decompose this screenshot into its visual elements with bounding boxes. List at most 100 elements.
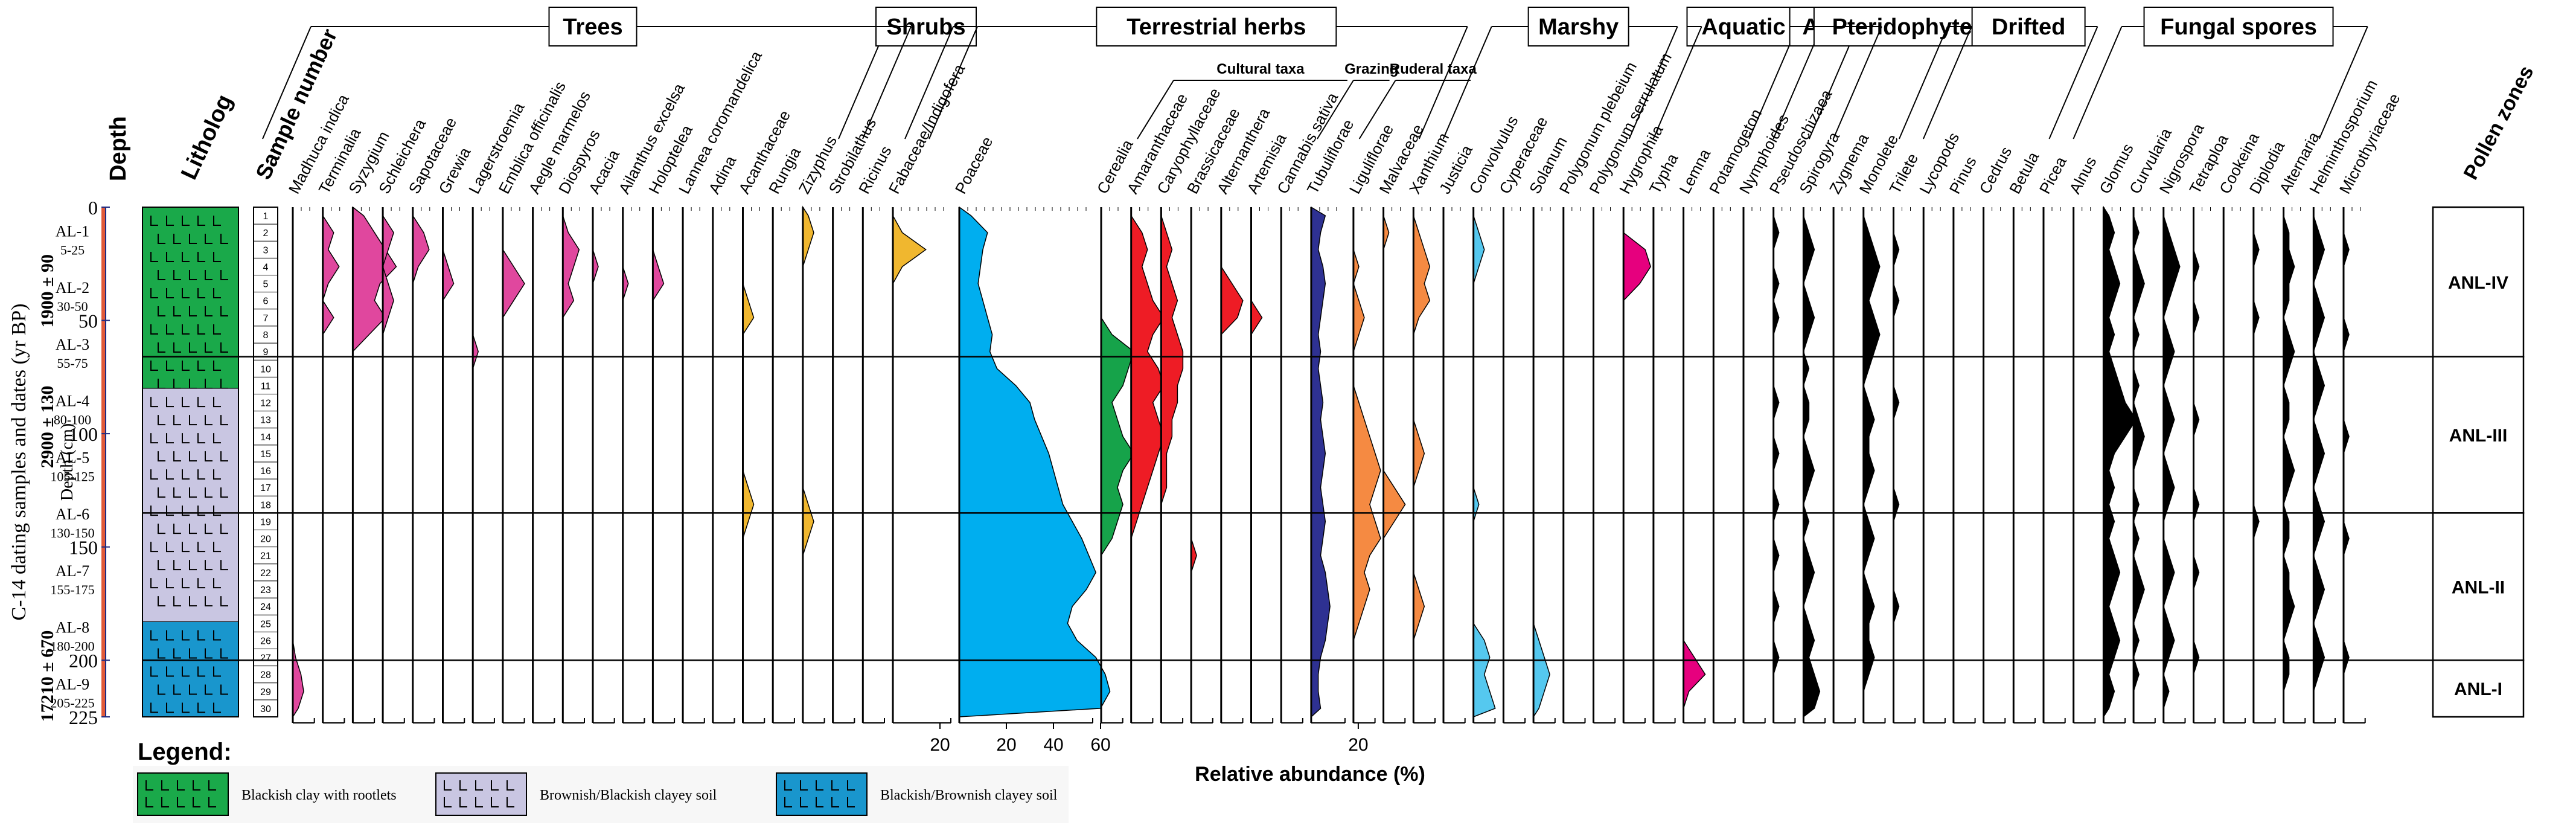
litholog-symbol [166, 630, 174, 641]
legend-symbol [800, 797, 808, 807]
litholog-symbol [197, 397, 205, 408]
zones-header: Pollen zones [2459, 62, 2539, 183]
curve-grewia [442, 207, 455, 717]
subgroup-label: Ruderal taxa [1390, 61, 1477, 77]
litholog-symbol [213, 288, 221, 298]
subgroup-label: Grazing [1344, 61, 1398, 77]
legend-symbol [145, 780, 153, 791]
curve-glomus [2103, 205, 2137, 719]
sample-number: 18 [260, 500, 271, 510]
sample-number: 25 [260, 619, 271, 629]
litholog-symbol [197, 252, 205, 262]
litholog-symbol [197, 630, 205, 641]
curve-sapotaceae [412, 207, 430, 717]
curve-convolvulus [1472, 207, 1496, 718]
litholog-symbol [189, 560, 197, 571]
sample-number: 5 [263, 280, 269, 290]
litholog-symbol [166, 666, 174, 677]
litholog-symbol [220, 648, 228, 659]
dating-sample-id: AL-4 [56, 393, 89, 410]
litholog-symbol [182, 216, 190, 226]
litholog-symbol [220, 270, 228, 280]
litholog-symbol [182, 397, 190, 408]
legend-label: Brownish/Blackish clayey soil [540, 788, 717, 803]
dating-sample-id: AL-8 [56, 619, 89, 637]
depth-tick-label: 0 [88, 197, 98, 219]
curve-acanthaceae [742, 207, 755, 717]
litholog-symbol [197, 361, 205, 371]
litholog-symbol [173, 684, 181, 695]
litholog-layer [142, 621, 239, 717]
litholog-symbol [213, 361, 221, 371]
taxon-label-alnus: Alnus [2066, 153, 2100, 197]
litholog-symbol [189, 234, 197, 244]
litholog-symbol [182, 630, 190, 641]
litholog-symbol [213, 666, 221, 677]
dating-sample-range: 205-225 [50, 695, 94, 710]
group-bracket [262, 26, 312, 140]
zone-label: ANL-IV [2448, 273, 2508, 293]
legend-symbol [475, 797, 483, 807]
litholog-symbol [205, 684, 213, 695]
legend-symbol [816, 797, 823, 807]
litholog-symbol [166, 397, 174, 408]
legend-symbol [177, 780, 185, 791]
litholog-symbol [158, 342, 165, 353]
dating-sample-range: 105-125 [50, 469, 94, 484]
sample-number: 3 [263, 245, 269, 255]
litholog-symbol [182, 433, 190, 444]
curve-lemna [1683, 207, 1706, 717]
group-bracket [2073, 26, 2123, 140]
group-bracket [1418, 26, 1468, 140]
litholog-symbol [220, 451, 228, 462]
litholog-symbol [182, 578, 190, 589]
litholog-symbol [158, 560, 165, 571]
litholog-symbol [197, 578, 205, 589]
legend-symbol [208, 797, 216, 807]
sample-number: 1 [263, 211, 269, 222]
subgroup-bracket [1358, 80, 1396, 140]
scale-tick-label: 60 [1090, 735, 1110, 755]
litholog-symbol [173, 524, 181, 534]
litholog-symbol [189, 415, 197, 426]
sample-number: 20 [260, 534, 271, 545]
curve-caryophyllaceae [1160, 207, 1184, 717]
litholog-symbol [150, 702, 158, 713]
scale-tick-label: 20 [996, 735, 1016, 755]
litholog-symbol [182, 469, 190, 480]
litholog-symbol [213, 542, 221, 553]
group-bracket [1628, 26, 1678, 140]
litholog-symbol [213, 216, 221, 226]
litholog-symbol [205, 270, 213, 280]
litholog-symbol [220, 684, 228, 695]
curve-spirogyra [1803, 207, 1821, 718]
sample-number: 26 [260, 636, 271, 646]
litholog-symbol [150, 542, 158, 553]
litholog-symbol [213, 578, 221, 589]
curve-amaranthaceae [1130, 207, 1165, 717]
zone-box [2432, 356, 2525, 514]
litholog-symbol [189, 596, 197, 607]
zone-label: ANL-III [2449, 426, 2508, 446]
litholog-symbol [166, 433, 174, 444]
sample-number: 29 [260, 687, 271, 698]
litholog-symbol [158, 596, 165, 607]
sample-header: Sample number [251, 25, 342, 183]
subgroup-bracket [1317, 80, 1354, 140]
sample-number: 27 [260, 653, 271, 664]
group-headers: Trees Shrubs Terrestrial herbs Marshy Aquati… [262, 7, 2368, 140]
legend-symbol [800, 780, 808, 791]
litholog-symbol [205, 560, 213, 571]
legend-symbol [444, 797, 452, 807]
curve-liguliflorae [1353, 207, 1381, 717]
legend-symbol [193, 797, 200, 807]
sample-number: 14 [260, 432, 271, 443]
litholog-symbol [182, 702, 190, 713]
legend-symbol [459, 780, 467, 791]
y-axis-label: Depth (cm) [58, 423, 77, 501]
legend-symbol [784, 797, 792, 807]
litholog-symbol [205, 451, 213, 462]
group-bracket [1898, 26, 1948, 140]
group-bracket [1832, 26, 1882, 140]
litholog-symbol [205, 306, 213, 316]
